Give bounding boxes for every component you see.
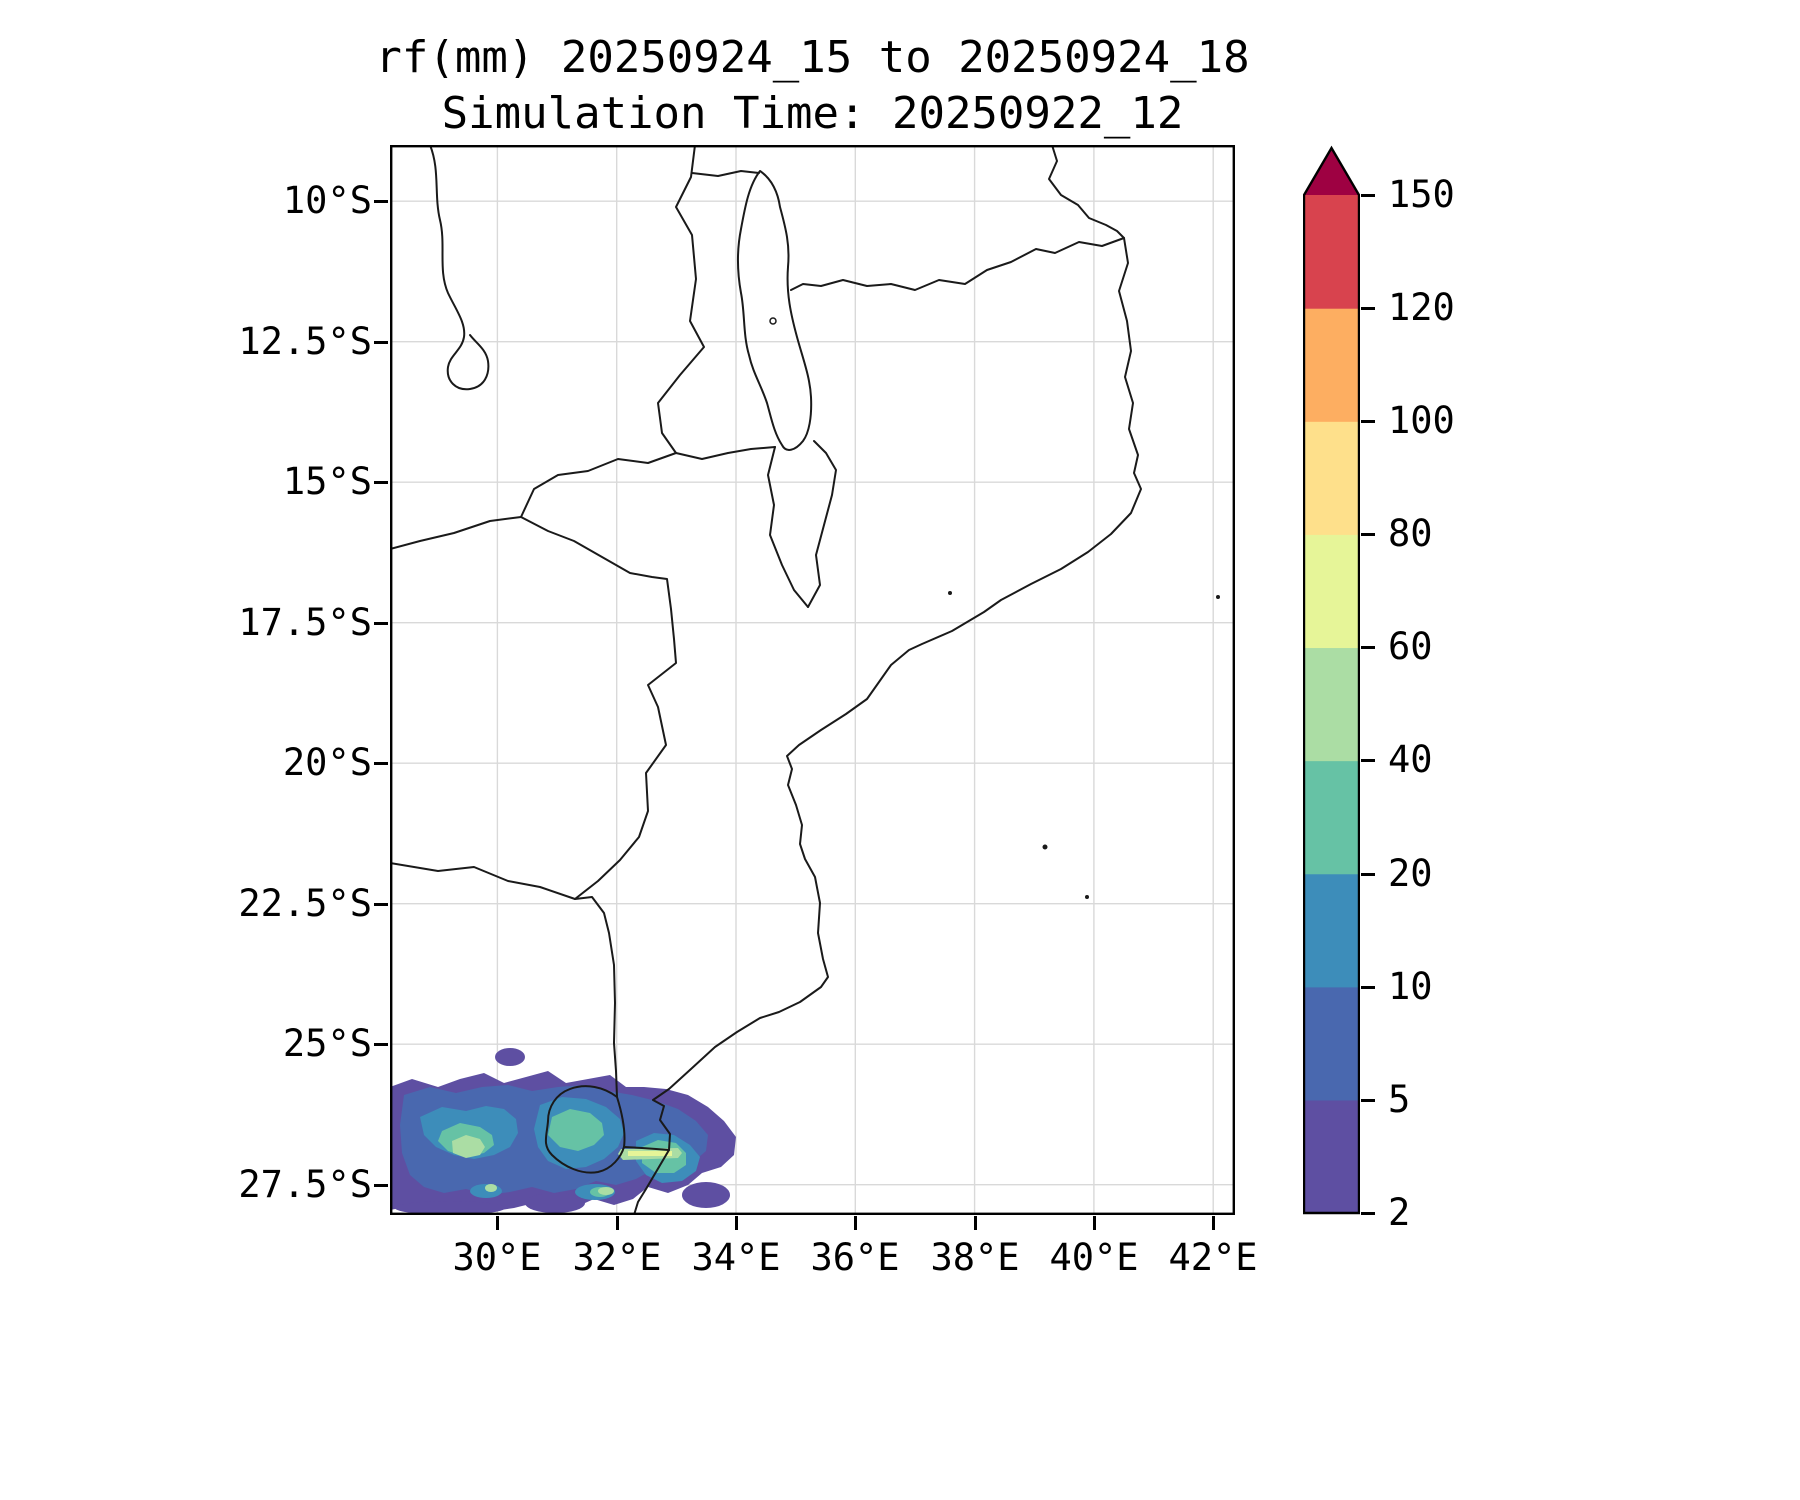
tick-mark (374, 622, 388, 625)
tick-mark (374, 1184, 388, 1187)
x-tick-label: 34°E (691, 1236, 781, 1279)
y-tick-label: 25°S (282, 1022, 372, 1065)
tick-mark (735, 1216, 738, 1230)
colorbar-tick-label: 100 (1388, 399, 1455, 442)
rainfall-layer (390, 1048, 736, 1215)
x-tick-label: 30°E (452, 1236, 542, 1279)
x-tick-label: 38°E (930, 1236, 1020, 1279)
tick-mark (1361, 420, 1375, 423)
coastline (633, 145, 1142, 1215)
gridlines (390, 145, 1235, 1215)
tick-mark (1212, 1216, 1215, 1230)
colorbar-tick-label: 150 (1388, 173, 1455, 216)
plot-subtitle: Simulation Time: 20250922_12 (441, 88, 1184, 139)
border-southafrica-mozambique (574, 896, 618, 1098)
tick-mark (374, 481, 388, 484)
colorbar-segment (1304, 534, 1359, 649)
axes-frame (390, 145, 1235, 1215)
x-tick-label: 32°E (572, 1236, 662, 1279)
tick-mark (374, 1043, 388, 1046)
tick-mark (1361, 194, 1375, 197)
border-zambia-zimbabwe (390, 516, 522, 550)
tick-mark (1361, 646, 1375, 649)
tick-mark (1361, 533, 1375, 536)
border-tanzania-malawi (691, 170, 760, 177)
likoma-island (769, 317, 777, 325)
colorbar-tick-label: 10 (1388, 965, 1433, 1008)
colorbar-tick-label: 20 (1388, 852, 1433, 895)
colorbar-tick-label: 2 (1388, 1191, 1411, 1234)
border-southafrica-mozambique-south (623, 1146, 670, 1151)
colorbar-segment (1304, 873, 1359, 988)
tick-mark (1361, 759, 1375, 762)
x-tick-label: 42°E (1168, 1236, 1258, 1279)
colorbar-over-arrow (1304, 148, 1359, 195)
y-tick-label: 10°S (282, 179, 372, 222)
colorbar-segment (1304, 195, 1359, 309)
colorbar-tick-label: 60 (1388, 625, 1433, 668)
y-tick-label: 17.5°S (238, 601, 372, 644)
tick-mark (1093, 1216, 1096, 1230)
colorbar-segment (1304, 1099, 1359, 1214)
x-tick-label: 36°E (810, 1236, 900, 1279)
tick-mark (616, 1216, 619, 1230)
tick-mark (1361, 1212, 1375, 1215)
lake-malawi (737, 170, 813, 451)
border-zambia-mozambique (520, 452, 677, 518)
border-limpopo (390, 862, 576, 900)
colorbar-tick-label: 5 (1388, 1078, 1411, 1121)
colorbar-segment (1304, 986, 1359, 1101)
tick-mark (374, 341, 388, 344)
colorbar-segment (1304, 760, 1359, 875)
tick-mark (374, 200, 388, 203)
colorbar-segment (1304, 647, 1359, 762)
offshore-islands (948, 591, 1220, 899)
eswatini-outline (544, 1085, 626, 1174)
border-malawi-lobe-west (767, 446, 809, 608)
tick-mark (374, 903, 388, 906)
map-plot (390, 145, 1235, 1215)
y-tick-label: 27.5°S (238, 1163, 372, 1206)
plot-title: rf(mm) 20250924_15 to 20250924_18 (375, 32, 1250, 83)
colorbar-tick-label: 40 (1388, 738, 1433, 781)
colorbar-tick-label: 80 (1388, 512, 1433, 555)
colorbar-segment (1304, 308, 1359, 422)
tick-mark (1361, 873, 1375, 876)
x-tick-label: 40°E (1049, 1236, 1139, 1279)
border-zimbabwe-mozambique (520, 516, 677, 900)
tick-mark (1361, 986, 1375, 989)
colorbar (1303, 145, 1360, 1215)
colorbar-tick-label: 120 (1388, 286, 1455, 329)
colorbar-outline (1303, 145, 1360, 1215)
y-tick-label: 15°S (282, 460, 372, 503)
border-drc-zambia (429, 145, 490, 391)
y-tick-label: 22.5°S (238, 882, 372, 925)
colorbar-segment (1304, 421, 1359, 535)
tick-mark (374, 762, 388, 765)
tick-mark (1361, 1099, 1375, 1102)
y-tick-label: 12.5°S (238, 320, 372, 363)
rainfall-60-80mm (628, 1151, 672, 1156)
tick-mark (974, 1216, 977, 1230)
tick-mark (854, 1216, 857, 1230)
border-malawi-zambia (657, 145, 705, 454)
borders-layer (390, 145, 1142, 1215)
border-malawi-mozambique-south (675, 446, 776, 460)
border-malawi-lobe-east (807, 440, 837, 608)
tick-mark (496, 1216, 499, 1230)
tick-mark (1361, 307, 1375, 310)
y-tick-label: 20°S (282, 741, 372, 784)
border-tanzania-mozambique (790, 237, 1125, 291)
colorbar-segments (1304, 195, 1359, 1214)
